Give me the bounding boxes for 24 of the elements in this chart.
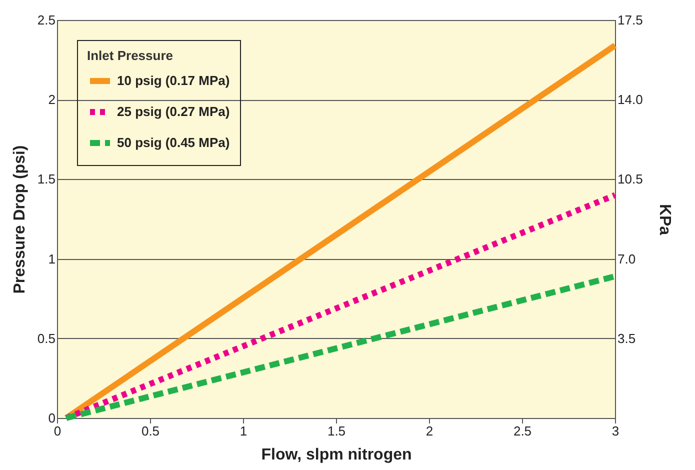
y-tick-label: 0 — [48, 410, 56, 426]
x-tick-label: 2 — [426, 424, 434, 438]
x-axis-title: Flow, slpm nitrogen — [261, 446, 412, 464]
y-tick-label: 0.5 — [37, 330, 56, 346]
x-tick-label: 2.5 — [513, 424, 532, 438]
y2-tick-label: 7.0 — [618, 251, 636, 266]
y-tick-label: 2.5 — [37, 12, 56, 28]
x-tick-label: 1 — [240, 424, 248, 438]
y-tick-label: 2 — [48, 92, 56, 108]
y2-tick-label: 17.5 — [618, 12, 643, 28]
y-axis-title: Pressure Drop (psi) — [11, 145, 28, 294]
y2-tick-label: 14.0 — [618, 92, 643, 108]
legend-label: 10 psig (0.17 MPa) — [117, 73, 230, 88]
y-tick-label: 1 — [48, 251, 56, 266]
x-tick-label: 1.5 — [327, 424, 346, 438]
x-tick-label: 3 — [612, 424, 620, 438]
y2-tick-label: 3.5 — [618, 330, 636, 346]
legend-title: Inlet Pressure — [87, 48, 173, 63]
y-tick-label: 1.5 — [37, 172, 56, 187]
legend-label: 50 psig (0.45 MPa) — [117, 135, 230, 150]
y2-tick-label: 10.5 — [618, 172, 643, 187]
legend-label: 25 psig (0.27 MPa) — [117, 104, 230, 119]
x-tick-label: 0.5 — [141, 424, 160, 438]
y2-axis-title: KPa — [656, 204, 673, 236]
